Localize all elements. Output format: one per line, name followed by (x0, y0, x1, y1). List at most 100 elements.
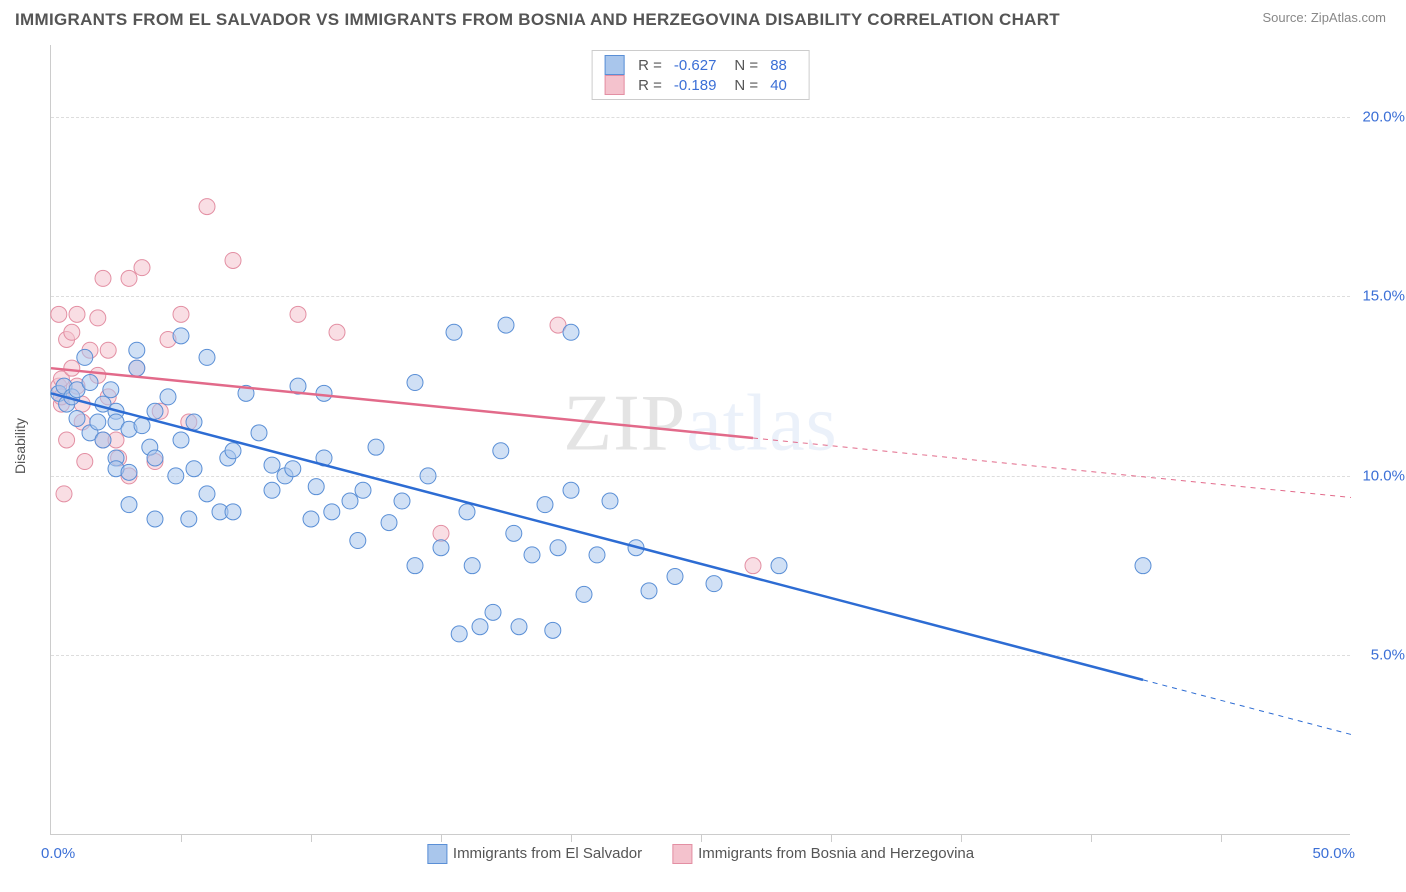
scatter-point (459, 504, 475, 520)
scatter-point (464, 558, 480, 574)
y-axis-label: Disability (12, 418, 28, 474)
scatter-point (524, 547, 540, 563)
scatter-point (563, 324, 579, 340)
scatter-point (186, 461, 202, 477)
scatter-point (407, 558, 423, 574)
chart-title: IMMIGRANTS FROM EL SALVADOR VS IMMIGRANT… (15, 10, 1060, 30)
x-tick (831, 834, 832, 842)
scatter-point (355, 482, 371, 498)
trend-line-dashed (753, 438, 1351, 497)
scatter-point (225, 252, 241, 268)
scatter-point (100, 342, 116, 358)
scatter-point (181, 511, 197, 527)
scatter-point (290, 306, 306, 322)
scatter-point (64, 360, 80, 376)
scatter-point (745, 558, 761, 574)
scatter-point (69, 410, 85, 426)
scatter-point (77, 349, 93, 365)
scatter-point (199, 199, 215, 215)
scatter-point (394, 493, 410, 509)
scatter-point (69, 306, 85, 322)
y-tick-label: 5.0% (1371, 647, 1405, 664)
swatch-series1 (604, 55, 624, 75)
x-axis-max-label: 50.0% (1312, 845, 1355, 862)
scatter-point (160, 389, 176, 405)
scatter-point (147, 403, 163, 419)
scatter-point (90, 414, 106, 430)
scatter-point (506, 525, 522, 541)
scatter-point (308, 479, 324, 495)
scatter-point (350, 533, 366, 549)
scatter-point (407, 375, 423, 391)
scatter-point (324, 504, 340, 520)
scatter-point (641, 583, 657, 599)
scatter-point (602, 493, 618, 509)
scatter-point (550, 540, 566, 556)
scatter-point (342, 493, 358, 509)
scatter-point (589, 547, 605, 563)
x-tick (961, 834, 962, 842)
scatter-point (264, 482, 280, 498)
scatter-point (251, 425, 267, 441)
scatter-point (129, 342, 145, 358)
x-axis-min-label: 0.0% (41, 845, 75, 862)
x-tick (1221, 834, 1222, 842)
scatter-point (433, 525, 449, 541)
scatter-point (225, 443, 241, 459)
scatter-point (95, 270, 111, 286)
scatter-point (667, 568, 683, 584)
scatter-point (493, 443, 509, 459)
source-label: Source: ZipAtlas.com (1262, 10, 1386, 25)
scatter-point (498, 317, 514, 333)
scatter-point (420, 468, 436, 484)
x-tick (1091, 834, 1092, 842)
scatter-point (77, 454, 93, 470)
chart-plot-area: ZIPatlas R =-0.627 N =88 R =-0.189 N =40… (50, 45, 1350, 835)
scatter-point (121, 464, 137, 480)
scatter-point (173, 432, 189, 448)
scatter-point (511, 619, 527, 635)
scatter-point (303, 511, 319, 527)
scatter-point (134, 418, 150, 434)
scatter-point (121, 497, 137, 513)
scatter-point (186, 414, 202, 430)
scatter-point (121, 270, 137, 286)
y-tick-label: 10.0% (1362, 467, 1405, 484)
scatter-point (147, 450, 163, 466)
scatter-point (285, 461, 301, 477)
scatter-point (103, 382, 119, 398)
scatter-point (264, 457, 280, 473)
scatter-point (64, 324, 80, 340)
scatter-point (147, 511, 163, 527)
scatter-point (472, 619, 488, 635)
scatter-point (134, 260, 150, 276)
scatter-point (129, 360, 145, 376)
scatter-point (433, 540, 449, 556)
y-tick-label: 20.0% (1362, 108, 1405, 125)
scatter-point (485, 604, 501, 620)
trend-line-dashed (1143, 680, 1351, 735)
x-tick (701, 834, 702, 842)
scatter-point (82, 375, 98, 391)
x-tick (571, 834, 572, 842)
scatter-point (316, 385, 332, 401)
scatter-point (563, 482, 579, 498)
scatter-point (225, 504, 241, 520)
scatter-svg (51, 45, 1350, 834)
scatter-point (446, 324, 462, 340)
scatter-point (56, 486, 72, 502)
x-tick (441, 834, 442, 842)
scatter-point (199, 349, 215, 365)
scatter-point (576, 586, 592, 602)
scatter-point (173, 328, 189, 344)
scatter-point (381, 515, 397, 531)
scatter-point (368, 439, 384, 455)
scatter-point (51, 306, 67, 322)
scatter-point (545, 622, 561, 638)
trend-line-solid (51, 393, 1143, 680)
scatter-point (771, 558, 787, 574)
scatter-point (168, 468, 184, 484)
scatter-point (59, 432, 75, 448)
swatch-series2 (604, 75, 624, 95)
scatter-point (173, 306, 189, 322)
